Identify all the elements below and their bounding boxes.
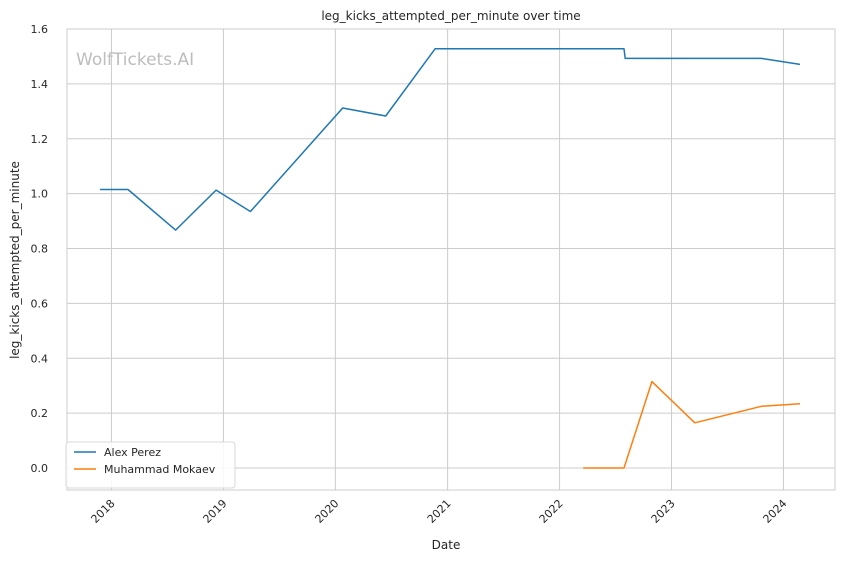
x-axis-title: Date bbox=[432, 538, 461, 552]
y-tick-label: 0.0 bbox=[31, 462, 49, 475]
x-tick-label: 2022 bbox=[537, 497, 566, 526]
series-line-0 bbox=[100, 48, 801, 231]
grid-lines bbox=[67, 28, 835, 490]
x-tick-label: 2020 bbox=[313, 497, 342, 526]
series-line-1 bbox=[583, 380, 801, 469]
y-axis-title: leg_kicks_attempted_per_minute bbox=[8, 161, 22, 359]
x-tick-label: 2021 bbox=[425, 497, 454, 526]
legend-box bbox=[65, 441, 236, 489]
x-tick-label: 2023 bbox=[649, 497, 678, 526]
y-tick-label: 1.2 bbox=[31, 133, 49, 146]
y-tick-label: 0.2 bbox=[31, 407, 49, 420]
legend-label: Muhammad Mokaev bbox=[104, 463, 216, 476]
y-tick-label: 1.4 bbox=[31, 78, 49, 91]
y-tick-label: 0.6 bbox=[31, 297, 49, 310]
legend-label: Alex Perez bbox=[104, 446, 161, 459]
x-tick-label: 2019 bbox=[201, 497, 230, 526]
chart-title: leg_kicks_attempted_per_minute over time bbox=[321, 9, 580, 23]
y-tick-label: 0.8 bbox=[31, 243, 49, 256]
y-tick-label: 0.4 bbox=[31, 352, 49, 365]
plot-frame bbox=[66, 28, 836, 491]
y-axis-ticks: 0.0 0.2 0.4 0.6 0.8 1.0 1.2 1.4 1.6 bbox=[31, 23, 49, 475]
x-tick-label: 2018 bbox=[89, 497, 118, 526]
plot-background bbox=[67, 29, 835, 490]
x-axis-ticks: 2018 2019 2020 2021 2022 2023 2024 bbox=[89, 497, 790, 526]
legend: Alex Perez Muhammad Mokaev bbox=[65, 441, 236, 489]
watermark-text: WolfTickets.AI bbox=[76, 50, 194, 70]
series-lines bbox=[100, 48, 801, 469]
y-tick-label: 1.0 bbox=[31, 188, 49, 201]
y-tick-label: 1.6 bbox=[31, 23, 49, 36]
x-tick-label: 2024 bbox=[761, 497, 790, 526]
